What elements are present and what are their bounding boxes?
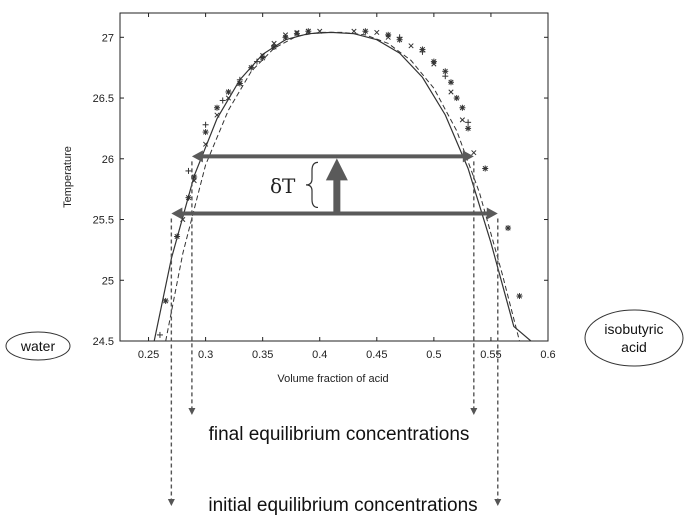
data-point-cross [431,61,437,67]
y-tick-label: 27 [102,32,114,44]
data-point-cross [225,95,232,101]
data-point-plus [219,97,226,104]
tie-line-arrowhead [486,207,498,220]
data-point-star [174,233,181,240]
drop-line-initial-right [494,218,502,506]
data-point-plus [202,121,209,128]
data-point-cross [237,80,243,87]
data-point-star [516,293,523,300]
data-point-cross [374,29,380,36]
data-point-plus [419,48,426,55]
delta-t-brace [305,161,319,209]
data-point-plus [185,167,192,174]
data-point-star [442,68,449,75]
x-tick-label: 0.5 [426,349,441,361]
up-arrow-head [325,158,348,181]
water-oval [5,331,71,361]
data-point-plus [271,42,278,49]
data-point-cross [385,34,391,40]
y-tick-label: 25.5 [93,215,114,227]
data-point-cross [248,65,254,71]
data-point-plus [396,34,403,41]
data-point-plus [253,58,260,65]
x-tick-label: 0.45 [366,349,387,361]
y-axis-label: Temperature [62,146,74,208]
y-tick-label: 26.5 [93,93,114,105]
data-point-plus [156,331,163,338]
data-point-cross [282,32,289,38]
data-point-star [505,225,512,232]
isobutyric-label-line2: acid [621,339,647,355]
y-tick-label: 26 [102,154,114,166]
x-axis-label: Volume fraction of acid [277,373,388,385]
fit-curve-dashed [165,31,520,341]
y-axis-ticks: 24.5 25 25.5 26 26.5 27 [93,32,548,348]
data-point-star [362,28,369,35]
x-tick-label: 0.25 [138,349,159,361]
final-concentrations-label: final equilibrium concentrations [209,424,470,445]
data-point-star [162,297,169,304]
x-tick-label: 0.35 [252,349,273,361]
data-point-star [225,88,232,95]
data-point-plus [442,73,449,80]
data-point-plus [236,76,243,83]
data-point-cross [305,28,311,34]
data-point-cross [214,112,220,118]
data-point-star [293,30,300,37]
isobutyric-label-line1: isobutyric [604,321,663,337]
up-arrow-shaft [333,178,341,214]
data-point-star [447,79,454,86]
fit-curve-solid [153,31,532,341]
isobutyric-acid-oval [584,309,684,367]
tie-line-arrowhead [171,207,183,220]
tie-line-arrowhead [462,150,474,163]
data-point-star [453,95,460,102]
drop-line-final-left [188,161,196,415]
tie-line-arrowhead [191,150,203,163]
x-tick-label: 0.3 [198,349,213,361]
x-tick-label: 0.4 [312,349,327,361]
plot-frame [119,12,549,342]
x-axis-ticks: 0.25 0.3 0.35 0.4 0.45 0.5 0.55 0.6 [138,13,556,361]
data-point-cross [408,43,414,49]
data-point-cross [317,28,323,34]
data-point-star [185,194,192,201]
data-point-cross [260,52,266,59]
data-point-star [482,165,489,172]
data-point-star [459,104,466,111]
x-tick-label: 0.6 [540,349,555,361]
temperature-increase-arrow [325,158,348,214]
data-point-cross [351,28,357,34]
drop-lines [167,161,502,506]
drop-line-initial-left [167,218,175,506]
x-tick-label: 0.55 [480,349,501,361]
data-point-cross [191,178,197,184]
data-point-cross [459,117,466,123]
data-point-cross [471,150,477,156]
y-tick-label: 24.5 [93,336,114,348]
water-label: water [20,338,56,354]
data-point-cross [202,141,209,147]
data-point-star [214,104,221,111]
data-point-cross [294,29,300,36]
y-tick-label: 25 [102,275,114,287]
initial-concentrations-label: initial equilibrium concentrations [208,495,477,516]
data-point-cross [448,89,454,95]
drop-line-final-right [470,161,478,415]
delta-t-label: δT [270,174,296,198]
data-point-star [465,125,472,132]
data-point-star [202,129,209,136]
data-point-plus [465,119,472,126]
tie-line [191,150,474,163]
